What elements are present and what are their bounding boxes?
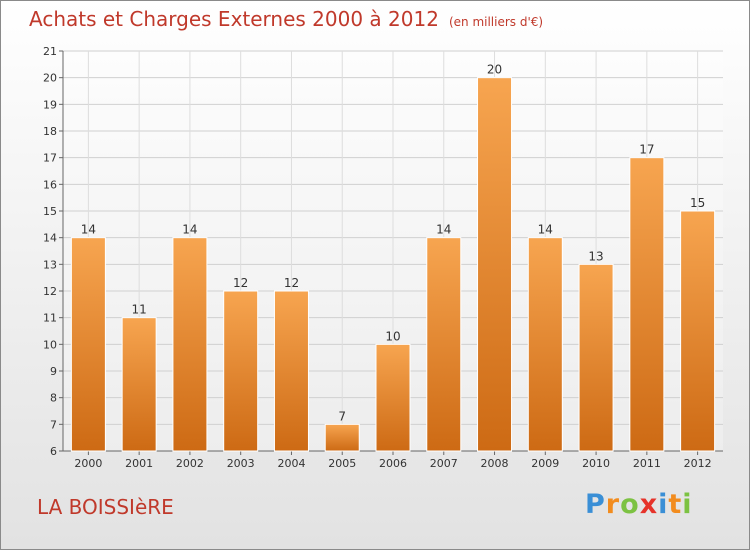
bar-2006: [375, 343, 411, 452]
chart-title-text: Achats et Charges Externes 2000 à 2012: [29, 7, 439, 31]
bar-2008: [477, 77, 513, 452]
y-tick-label: 10: [43, 338, 57, 351]
x-tick-label: 2003: [227, 457, 255, 470]
value-label: 11: [132, 303, 147, 317]
value-label: 12: [233, 276, 248, 290]
value-label: 7: [338, 409, 346, 423]
logo-letter: x: [639, 489, 659, 520]
value-label: 14: [538, 223, 553, 237]
value-label: 17: [639, 143, 654, 157]
value-label: 14: [436, 223, 451, 237]
logo-letter: t: [668, 489, 683, 520]
bar-2005: [324, 423, 360, 452]
chart-unit: (en milliers d'€): [448, 15, 544, 29]
x-tick-label: 2007: [430, 457, 458, 470]
y-tick-label: 17: [43, 152, 57, 165]
bar-2001: [121, 317, 157, 452]
value-label: 14: [182, 223, 197, 237]
y-tick-label: 16: [43, 178, 57, 191]
logo-letter: P: [585, 489, 606, 520]
value-label: 20: [487, 63, 502, 77]
x-tick-label: 2010: [582, 457, 610, 470]
y-tick-label: 7: [50, 418, 57, 431]
logo-letter: r: [605, 489, 621, 520]
bar-2009: [527, 237, 563, 452]
y-tick-label: 11: [43, 312, 57, 325]
y-tick-label: 14: [43, 232, 57, 245]
x-tick-label: 2006: [379, 457, 407, 470]
y-tick-label: 18: [43, 125, 57, 138]
x-tick-label: 2000: [74, 457, 102, 470]
y-tick-label: 19: [43, 98, 57, 111]
x-tick-label: 2004: [277, 457, 305, 470]
y-tick-label: 15: [43, 205, 57, 218]
bar-2000: [70, 237, 106, 452]
x-tick-label: 2009: [531, 457, 559, 470]
value-label: 15: [690, 196, 705, 210]
y-tick-label: 21: [43, 45, 57, 58]
x-tick-label: 2012: [684, 457, 712, 470]
x-tick-label: 2008: [481, 457, 509, 470]
bar-2007: [426, 237, 462, 452]
y-tick-label: 20: [43, 72, 57, 85]
proxiti-logo[interactable]: Proxiti: [585, 489, 693, 520]
y-tick-label: 12: [43, 285, 57, 298]
value-label: 10: [385, 329, 400, 343]
bars: [70, 77, 716, 452]
logo-letter: i: [682, 489, 693, 520]
x-tick-label: 2002: [176, 457, 204, 470]
y-tick-label: 8: [50, 392, 57, 405]
bar-2012: [680, 210, 716, 452]
bar-2004: [273, 290, 309, 452]
value-label: 13: [588, 249, 603, 263]
x-tick-label: 2011: [633, 457, 661, 470]
logo-letter: o: [620, 489, 640, 520]
chart-title: Achats et Charges Externes 2000 à 2012 (e…: [29, 7, 543, 31]
bar-2003: [223, 290, 259, 452]
y-tick-label: 9: [50, 365, 57, 378]
commune-name: LA BOISSIèRE: [37, 495, 174, 519]
bar-2011: [629, 157, 665, 452]
labels: 6 7 8 9 10 11 12 13 14 15 16 17 18 19 20 21 14 2000 11 2001…: [43, 45, 712, 470]
x-tick-label: 2001: [125, 457, 153, 470]
y-tick-label: 6: [50, 445, 57, 458]
x-tick-label: 2005: [328, 457, 356, 470]
value-label: 14: [81, 223, 96, 237]
value-label: 12: [284, 276, 299, 290]
bar-2010: [578, 263, 614, 452]
y-tick-label: 13: [43, 258, 57, 271]
logo-letter: i: [658, 489, 669, 520]
bar-2002: [172, 237, 208, 452]
